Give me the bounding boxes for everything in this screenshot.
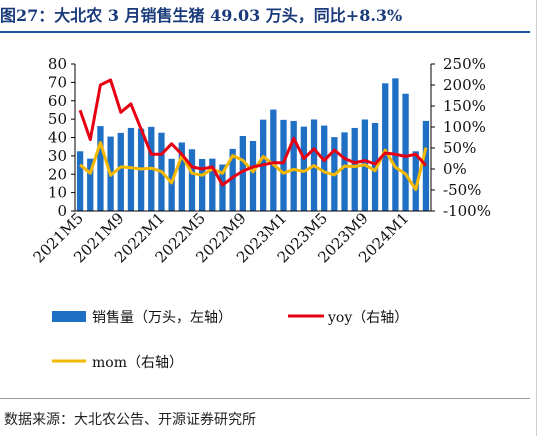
left-axis-label: 50 [48, 110, 67, 128]
legend-sales-label: 销售量（万头，左轴） [92, 310, 232, 326]
right-axis-label: -50% [443, 181, 481, 199]
legend-mom-label: mom（右轴） [92, 355, 183, 371]
sales-bar [188, 149, 196, 211]
left-axis-label: 40 [48, 129, 67, 147]
title-rule [0, 31, 530, 33]
bottom-rule [0, 398, 530, 399]
sales-bar [290, 120, 297, 211]
line-series [78, 78, 428, 192]
left-axis-label: 30 [48, 147, 67, 165]
sales-bar [117, 132, 124, 211]
left-axis-label: 70 [48, 73, 67, 91]
right-axis-label: 150% [443, 97, 486, 115]
legend-yoy-label: yoy（右轴） [327, 310, 408, 326]
figure-title: 图27：大北农 3 月销售生猪 49.03 万头，同比+8.3% [0, 6, 403, 25]
source-note: 数据来源：大北农公告、开源证券研究所 [4, 412, 256, 428]
legend: 销售量（万头，左轴） yoy（右轴） mom（右轴） [52, 310, 408, 371]
sales-bar [87, 158, 94, 211]
sales-bar [76, 151, 84, 211]
sales-bar [229, 148, 236, 211]
sales-bar [198, 158, 206, 211]
right-axis-label: -100% [443, 202, 491, 220]
sales-bar [382, 83, 389, 211]
sales-bar [300, 126, 308, 211]
legend-sales-swatch [52, 311, 86, 322]
sales-bar [422, 120, 430, 211]
mom-line [79, 141, 428, 192]
left-axis-label: 60 [48, 92, 67, 110]
sales-bar [392, 78, 399, 212]
sales-bar [127, 127, 135, 211]
sales-bar [341, 132, 348, 211]
sales-bar [178, 142, 185, 211]
sales-bar [97, 126, 104, 211]
left-axis-label: 10 [48, 184, 67, 202]
sales-bar [351, 127, 358, 211]
left-axis-label: 0 [57, 202, 67, 220]
sales-bar [239, 136, 246, 211]
right-axis: -100% -50% 0% 50% 100% 150% 200% 250% [430, 55, 491, 220]
sales-bar [249, 140, 257, 211]
x-tick-labels: 2021M52021M92022M12022M52022M92023M12023… [30, 209, 413, 266]
sales-bar [371, 122, 379, 211]
sales-bar [412, 151, 419, 211]
sales-bar [168, 158, 175, 211]
page-edge-line [536, 0, 537, 436]
sales-bar [270, 109, 277, 211]
sales-bar [280, 119, 287, 211]
right-axis-label: 100% [443, 118, 486, 136]
sales-bar [219, 164, 226, 211]
sales-bar [402, 93, 409, 211]
sales-bar [321, 125, 328, 211]
right-axis-label: 0% [443, 160, 467, 178]
left-axis-label: 80 [48, 55, 67, 73]
right-axis-label: 250% [443, 55, 486, 73]
right-axis-label: 50% [443, 139, 476, 157]
left-axis-label: 20 [48, 165, 67, 183]
sales-bar [209, 158, 216, 211]
right-axis-label: 200% [443, 76, 486, 94]
bar-series [76, 78, 430, 212]
yoy-line [78, 78, 428, 187]
